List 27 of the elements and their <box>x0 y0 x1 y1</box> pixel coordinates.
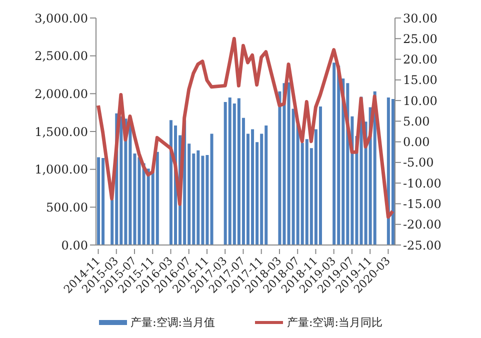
y2-tick-label: 10.00 <box>403 94 438 108</box>
y2-tick-label: -20.00 <box>403 218 442 232</box>
y2-tick-label: -25.00 <box>403 238 442 252</box>
y-tick-label: 1,500.00 <box>34 124 88 139</box>
y2-tick-label: 25.00 <box>403 32 438 46</box>
y-tick-label: 3,000.00 <box>34 11 88 26</box>
y2-tick-label: 15.00 <box>403 73 438 88</box>
y-tick-label: 2,000.00 <box>34 86 88 101</box>
bar <box>210 134 214 245</box>
y-tick-label: 2,500.00 <box>34 49 88 64</box>
y2-tick-label: 0.00 <box>403 135 430 150</box>
legend-label: 产量:空调:当月值 <box>130 315 215 330</box>
y2-tick-label: -15.00 <box>403 196 442 211</box>
bar <box>332 62 336 245</box>
bar <box>391 98 394 245</box>
legend-label: 产量:空调:当月同比 <box>286 315 382 330</box>
line-series <box>96 36 394 219</box>
y2-tick-label: -10.00 <box>403 176 442 190</box>
y-tick-label: 0.00 <box>61 238 88 252</box>
y2-tick-label: -5.00 <box>403 156 434 170</box>
y2-tick-label: 5.00 <box>403 114 430 128</box>
y2-tick-label: 30.00 <box>403 11 438 26</box>
y-tick-label: 1,000.00 <box>34 162 88 177</box>
y2-tick-label: 20.00 <box>403 52 438 67</box>
y-tick-label: 500.00 <box>46 200 88 214</box>
bar <box>156 152 159 245</box>
bar <box>318 106 322 245</box>
